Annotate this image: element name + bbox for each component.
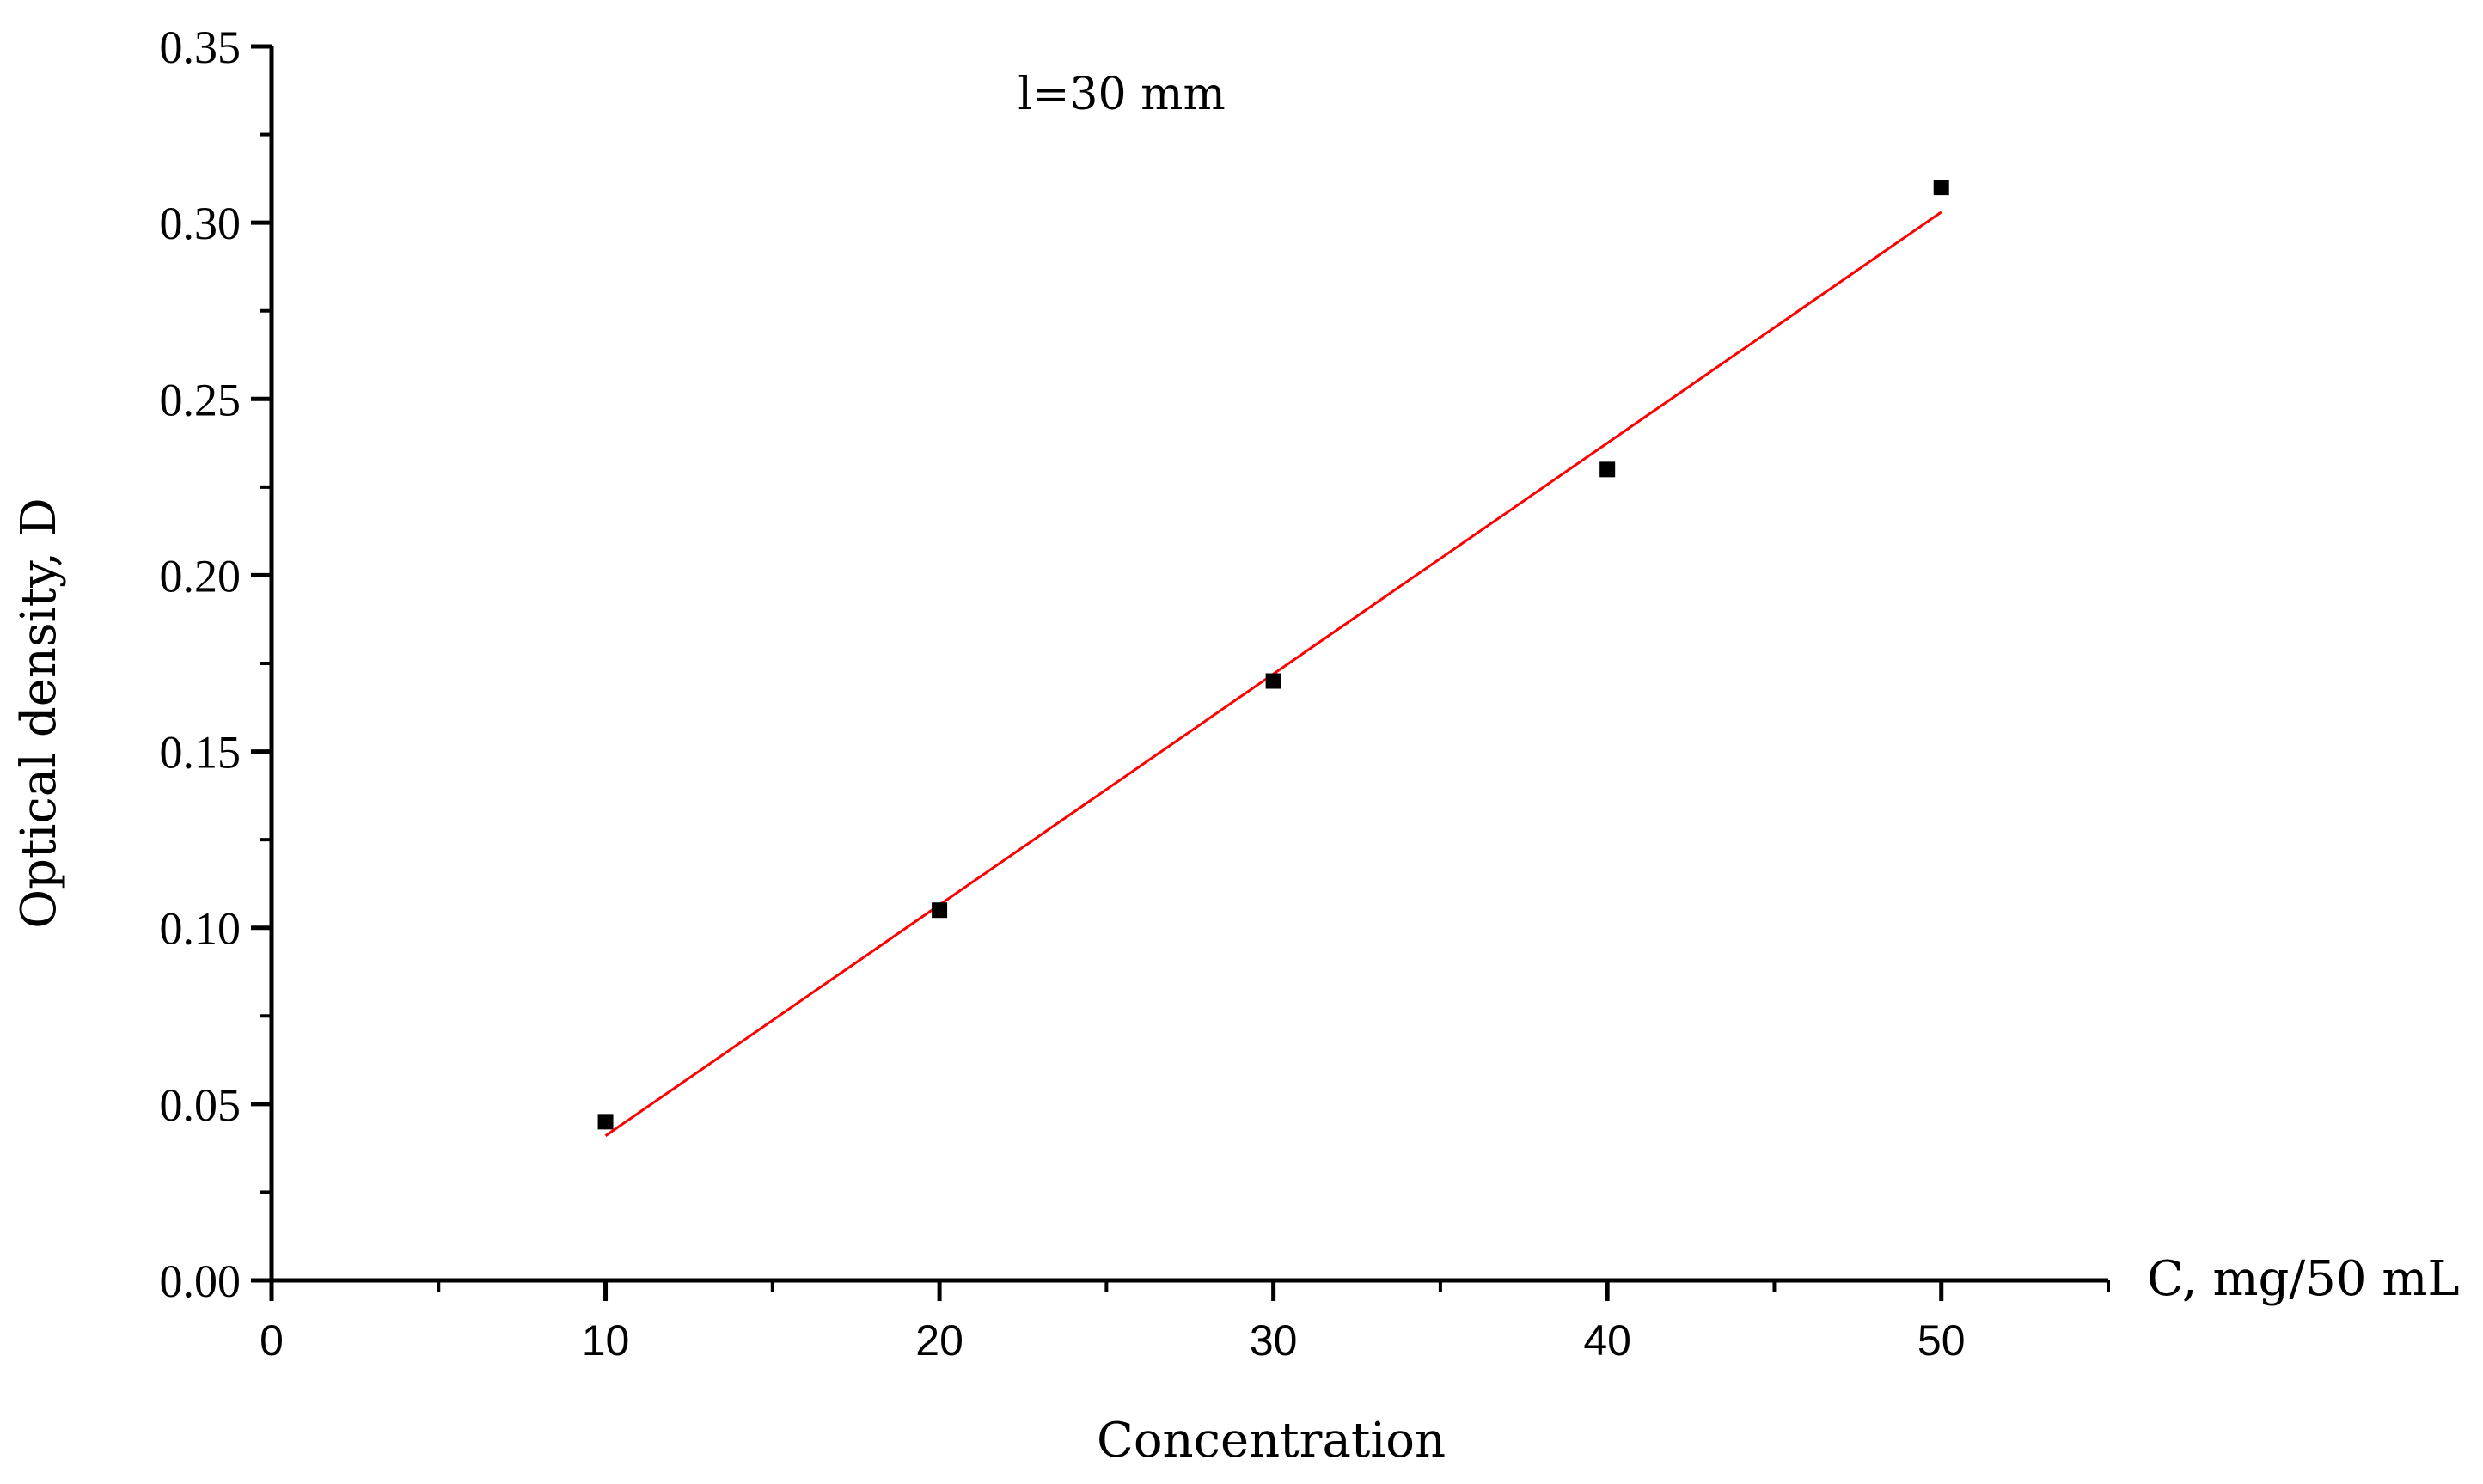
labels-layer: l=30 mm Concentration C, mg/50 mL Optica… xyxy=(11,69,2460,1469)
x-axis-title: Concentration xyxy=(1097,1413,1446,1469)
y-tick-label: 0.05 xyxy=(160,1079,242,1131)
y-tick-label: 0.15 xyxy=(160,727,242,779)
axes: 0 10 20 30 40 50 0.00 0.05 0.10 0.15 0.20 0.25 0.30 0… xyxy=(160,21,2110,1365)
y-tick-label: 0.30 xyxy=(160,198,242,249)
data-point xyxy=(1599,461,1616,478)
x-tick-label: 20 xyxy=(915,1316,963,1365)
y-axis-title: Optical density, D xyxy=(11,498,67,929)
x-tick-label: 10 xyxy=(582,1316,630,1365)
x-axis-end-label: C, mg/50 mL xyxy=(2147,1251,2460,1307)
x-tick-label: 50 xyxy=(1917,1316,1966,1365)
y-tick-label: 0.25 xyxy=(160,374,242,425)
data-points-layer xyxy=(597,180,1949,1130)
annotation-label: l=30 mm xyxy=(1018,69,1226,120)
x-tick-label: 40 xyxy=(1583,1316,1631,1365)
y-tick-label: 0.20 xyxy=(160,550,242,602)
y-tick-label: 0.35 xyxy=(160,21,242,73)
x-tick-label: 30 xyxy=(1250,1316,1298,1365)
data-point xyxy=(1933,180,1949,196)
x-tick-label: 0 xyxy=(260,1316,284,1365)
data-point xyxy=(1265,673,1281,689)
data-point xyxy=(597,1114,614,1130)
y-tick-label: 0.00 xyxy=(160,1255,242,1307)
y-tick-label: 0.10 xyxy=(160,903,242,955)
data-point xyxy=(932,902,948,919)
